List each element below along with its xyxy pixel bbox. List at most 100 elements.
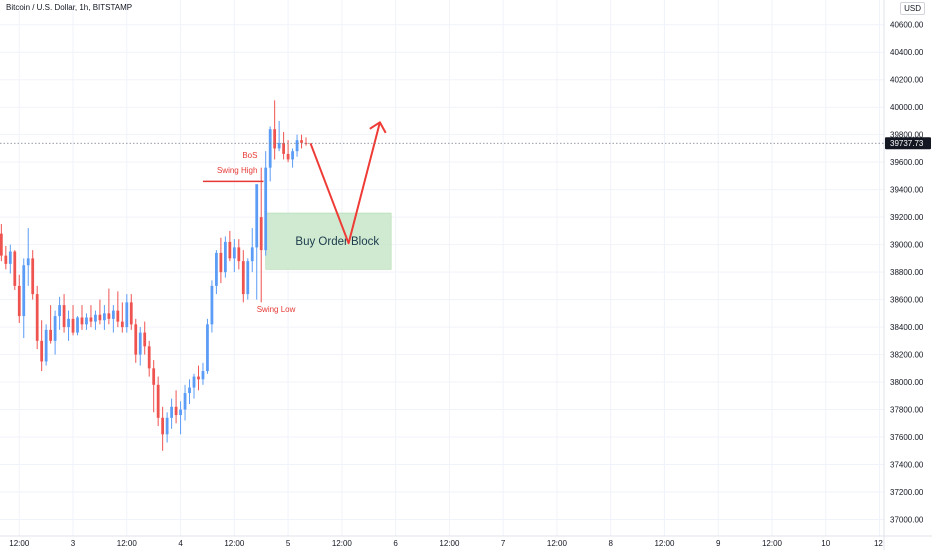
candle[interactable]	[201, 362, 205, 385]
candle-body[interactable]	[22, 265, 26, 317]
candle-body[interactable]	[26, 258, 30, 266]
candle[interactable]	[8, 244, 12, 274]
candle[interactable]	[161, 406, 165, 451]
candle-body[interactable]	[40, 340, 44, 362]
candle-body[interactable]	[13, 251, 17, 286]
candle-body[interactable]	[295, 140, 299, 152]
candle-body[interactable]	[170, 406, 173, 418]
candle-body[interactable]	[80, 317, 84, 325]
candle[interactable]	[62, 294, 66, 333]
candle-body[interactable]	[76, 317, 79, 333]
candle-body[interactable]	[259, 217, 263, 251]
candle[interactable]	[255, 184, 259, 300]
candle-body[interactable]	[291, 151, 294, 160]
candle[interactable]	[26, 228, 30, 286]
candle-body[interactable]	[53, 316, 57, 341]
candle-body[interactable]	[17, 285, 21, 317]
candle[interactable]	[300, 134, 303, 149]
candle-body[interactable]	[228, 241, 232, 259]
candle[interactable]	[215, 250, 218, 295]
candle-body[interactable]	[4, 255, 8, 264]
candle-body[interactable]	[71, 318, 75, 333]
candle-body[interactable]	[286, 153, 290, 160]
candle[interactable]	[116, 291, 120, 328]
candle-body[interactable]	[179, 409, 182, 416]
currency-button[interactable]: USD	[900, 2, 925, 15]
candle-body[interactable]	[192, 376, 196, 388]
candle-body[interactable]	[62, 305, 66, 328]
candle-body[interactable]	[201, 371, 205, 380]
candle-body[interactable]	[277, 142, 281, 149]
candle[interactable]	[44, 324, 48, 366]
candle[interactable]	[241, 250, 245, 303]
candle[interactable]	[22, 258, 26, 339]
candle[interactable]	[143, 321, 147, 355]
candle[interactable]	[111, 305, 115, 333]
candle[interactable]	[40, 320, 44, 372]
candle-body[interactable]	[67, 318, 70, 328]
candle-body[interactable]	[111, 310, 115, 319]
candle-body[interactable]	[134, 324, 138, 355]
candle-body[interactable]	[282, 142, 286, 154]
candle-body[interactable]	[241, 261, 245, 295]
candle-body[interactable]	[94, 314, 97, 322]
candle[interactable]	[282, 131, 286, 160]
candle[interactable]	[197, 365, 200, 391]
candle[interactable]	[71, 305, 75, 336]
candle-body[interactable]	[300, 140, 303, 143]
candle-body[interactable]	[219, 252, 223, 273]
candle-body[interactable]	[0, 233, 3, 256]
candle-body[interactable]	[143, 332, 147, 347]
candle[interactable]	[259, 167, 263, 303]
candle-body[interactable]	[264, 167, 268, 251]
candle-body[interactable]	[125, 302, 129, 328]
candle-body[interactable]	[107, 313, 111, 319]
candle[interactable]	[232, 239, 236, 273]
candle-body[interactable]	[129, 302, 133, 325]
candle[interactable]	[125, 294, 129, 333]
candle[interactable]	[273, 100, 277, 160]
candle-body[interactable]	[103, 313, 106, 321]
candle[interactable]	[35, 285, 39, 350]
candle[interactable]	[206, 318, 209, 374]
candle[interactable]	[85, 313, 88, 330]
candle[interactable]	[295, 134, 299, 157]
candle-body[interactable]	[120, 321, 124, 328]
candle-body[interactable]	[304, 142, 308, 144]
candle[interactable]	[107, 288, 111, 325]
candle[interactable]	[134, 318, 138, 363]
candle-body[interactable]	[246, 261, 250, 295]
candle[interactable]	[165, 412, 169, 443]
candle-body[interactable]	[174, 406, 178, 416]
candle[interactable]	[129, 294, 133, 330]
candle[interactable]	[268, 126, 272, 182]
candle[interactable]	[49, 305, 53, 344]
candle-body[interactable]	[85, 317, 88, 325]
candle[interactable]	[250, 228, 254, 273]
candle-body[interactable]	[165, 417, 169, 435]
candle[interactable]	[138, 327, 142, 366]
candle-body[interactable]	[210, 285, 214, 325]
candle-body[interactable]	[273, 129, 277, 149]
candle-body[interactable]	[232, 247, 236, 259]
candle-body[interactable]	[255, 184, 259, 248]
candle[interactable]	[170, 398, 173, 429]
candle[interactable]	[53, 310, 57, 355]
candle[interactable]	[264, 151, 268, 256]
candle[interactable]	[80, 305, 84, 330]
candle[interactable]	[152, 360, 156, 413]
candle[interactable]	[4, 246, 8, 270]
candle[interactable]	[223, 236, 227, 278]
candle[interactable]	[291, 148, 294, 168]
candle[interactable]	[103, 305, 106, 330]
candle[interactable]	[156, 376, 160, 427]
candle[interactable]	[147, 340, 151, 377]
candle-body[interactable]	[58, 305, 61, 317]
candle[interactable]	[210, 280, 214, 333]
candle-body[interactable]	[237, 247, 241, 262]
candle[interactable]	[67, 310, 70, 341]
candle-body[interactable]	[35, 294, 39, 341]
candle-body[interactable]	[188, 387, 191, 394]
